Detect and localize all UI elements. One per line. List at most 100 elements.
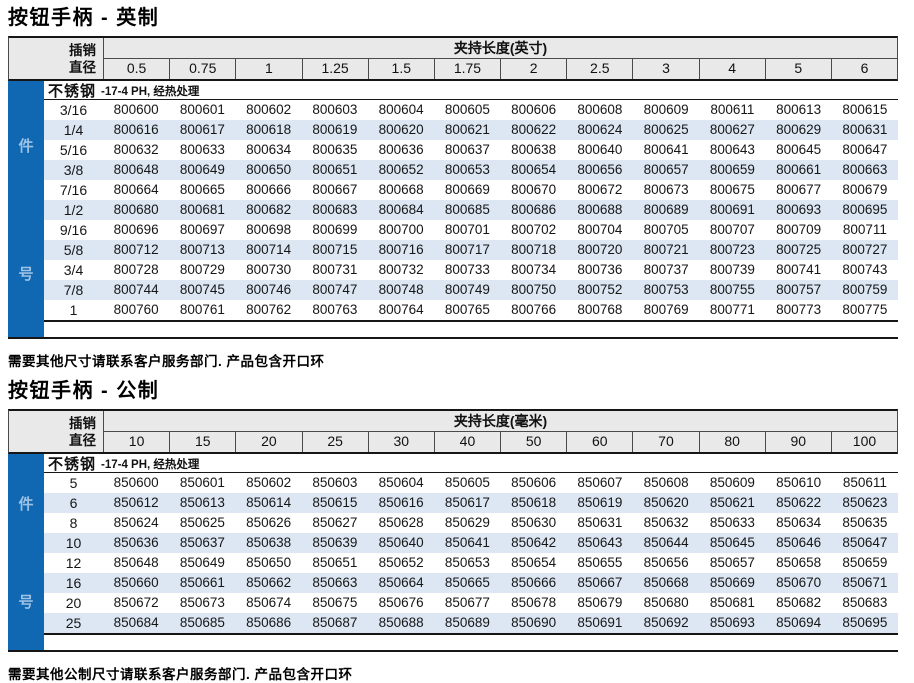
part-number-cell: 800684 (378, 202, 424, 217)
part-number-cell: 800766 (511, 302, 557, 317)
part-number-cell: 850639 (312, 535, 358, 550)
corner-header-pin-diameter: 插销 直径 (9, 411, 104, 452)
part-number-cell: 800667 (312, 182, 358, 197)
part-number-cell: 800647 (842, 142, 888, 157)
part-number-cell: 800725 (776, 242, 822, 257)
part-number-cell: 800721 (643, 242, 689, 257)
column-header-row: 0.5 0.75 1 1.25 1.5 1.75 2 2.5 3 4 5 6 (104, 59, 897, 79)
part-number-cell: 800762 (246, 302, 292, 317)
row-diameter: 3/16 (59, 102, 88, 118)
part-number-cell: 850624 (113, 515, 159, 530)
part-number-cell: 850660 (113, 575, 159, 590)
part-number-cell: 850643 (577, 535, 623, 550)
part-number-cell: 850635 (842, 515, 888, 530)
material-label: 不锈钢 (48, 455, 97, 473)
table-content: 不锈钢 -17-4 PH, 经热处理 3/16 800600 800601 80060… (44, 81, 898, 337)
corner-header-line1: 插销 (69, 415, 96, 431)
row-diameter: 8 (69, 515, 78, 531)
part-number-cell: 800752 (577, 282, 623, 297)
part-number-cell: 800686 (511, 202, 557, 217)
part-number-cell: 800657 (643, 162, 689, 177)
part-number-cell: 800634 (246, 142, 292, 157)
part-number-cell: 800764 (378, 302, 424, 317)
part-number-cell: 850633 (709, 515, 755, 530)
part-number-cell: 800771 (709, 302, 755, 317)
table-row: 1/2 800680 800681 800682 800683 800684 800685 8… (44, 200, 898, 220)
part-number-cell: 850658 (776, 555, 822, 570)
part-number-cell: 850634 (776, 515, 822, 530)
part-number-cell: 800641 (643, 142, 689, 157)
part-number-cell: 850652 (378, 555, 424, 570)
part-number-cell: 850661 (179, 575, 225, 590)
part-number-cell: 800661 (776, 162, 822, 177)
part-number-cell: 850693 (709, 615, 755, 630)
row-diameter: 1/4 (63, 122, 84, 138)
part-number-cell: 850641 (444, 535, 490, 550)
part-number-cell: 800714 (246, 242, 292, 257)
part-number-cell: 850675 (312, 595, 358, 610)
side-label-jian: 件 (18, 137, 34, 155)
part-number-cell: 850651 (312, 555, 358, 570)
part-number-cell: 800650 (246, 162, 292, 177)
part-number-cell: 800727 (842, 242, 888, 257)
part-number-cell: 850612 (113, 495, 159, 510)
part-number-cell: 850628 (378, 515, 424, 530)
part-number-cell: 800693 (776, 202, 822, 217)
part-number-cell: 850648 (113, 555, 159, 570)
column-header: 10 (128, 433, 145, 449)
part-number-cell: 800683 (312, 202, 358, 217)
part-number-cell: 800697 (179, 222, 225, 237)
part-number-cell: 850627 (312, 515, 358, 530)
part-number-cell: 800652 (378, 162, 424, 177)
column-header: 60 (566, 432, 632, 452)
part-number-cell: 800717 (444, 242, 490, 257)
part-number-cell: 850670 (776, 575, 822, 590)
part-number-cell: 850632 (643, 515, 689, 530)
part-number-cell: 800640 (577, 142, 623, 157)
part-number-cell: 850663 (312, 575, 358, 590)
part-number-cell: 800624 (577, 122, 623, 137)
table-row: 12 850648 850649 850650 850651 850652 850653 85… (44, 553, 898, 573)
part-number-cell: 850604 (378, 475, 424, 490)
table-content: 不锈钢 -17-4 PH, 经热处理 5 850600 850601 850602 85… (44, 454, 898, 650)
part-number-cell: 800619 (312, 122, 358, 137)
column-header: 0.5 (126, 60, 147, 76)
part-number-cell: 800631 (842, 122, 888, 137)
part-number-cell: 800688 (577, 202, 623, 217)
part-number-cell: 850689 (444, 615, 490, 630)
part-number-cell: 800649 (179, 162, 225, 177)
part-number-cell: 850617 (444, 495, 490, 510)
part-number-cell: 800704 (577, 222, 623, 237)
table-row: 5 850600 850601 850602 850603 850604 850605 850… (44, 473, 898, 493)
part-number-cell: 800669 (444, 182, 490, 197)
part-number-cell: 800759 (842, 282, 888, 297)
row-diameter: 12 (65, 555, 82, 571)
part-number-cell: 800685 (444, 202, 490, 217)
part-number-cell: 800633 (179, 142, 225, 157)
table-header: 插销 直径 夹持长度(英寸) 0.5 0.75 1 1.25 1.5 1.75 2 2.5 3 4… (8, 36, 898, 81)
page-title-metric: 按钮手柄 - 公制 (8, 380, 160, 402)
part-number-cell: 800632 (113, 142, 159, 157)
part-number-cell: 850655 (577, 555, 623, 570)
part-number-cell: 800713 (179, 242, 225, 257)
part-number-cell: 800696 (113, 222, 159, 237)
parts-table-metric: 插销 直径 夹持长度(毫米) 10 15 20 25 30 40 50 60 70 80 90 100… (8, 409, 898, 652)
row-diameter: 16 (65, 575, 82, 591)
part-number-cell: 800625 (643, 122, 689, 137)
part-number-cell: 850608 (643, 475, 689, 490)
column-header: 70 (632, 432, 698, 452)
row-diameter: 25 (65, 615, 82, 631)
part-number-cell: 800743 (842, 262, 888, 277)
part-number-cell: 800672 (577, 182, 623, 197)
part-number-cell: 800736 (577, 262, 623, 277)
part-number-side-bar: 件 号 (8, 454, 44, 650)
table-row: 20 850672 850673 850674 850675 850676 850677 85… (44, 593, 898, 613)
part-number-cell: 850685 (179, 615, 225, 630)
part-number-cell: 800689 (643, 202, 689, 217)
part-number-cell: 800747 (312, 282, 358, 297)
side-label-jian: 件 (18, 495, 34, 513)
column-header: 80 (698, 432, 765, 452)
part-number-cell: 800763 (312, 302, 358, 317)
part-number-cell: 800720 (577, 242, 623, 257)
part-number-cell: 800627 (709, 122, 755, 137)
